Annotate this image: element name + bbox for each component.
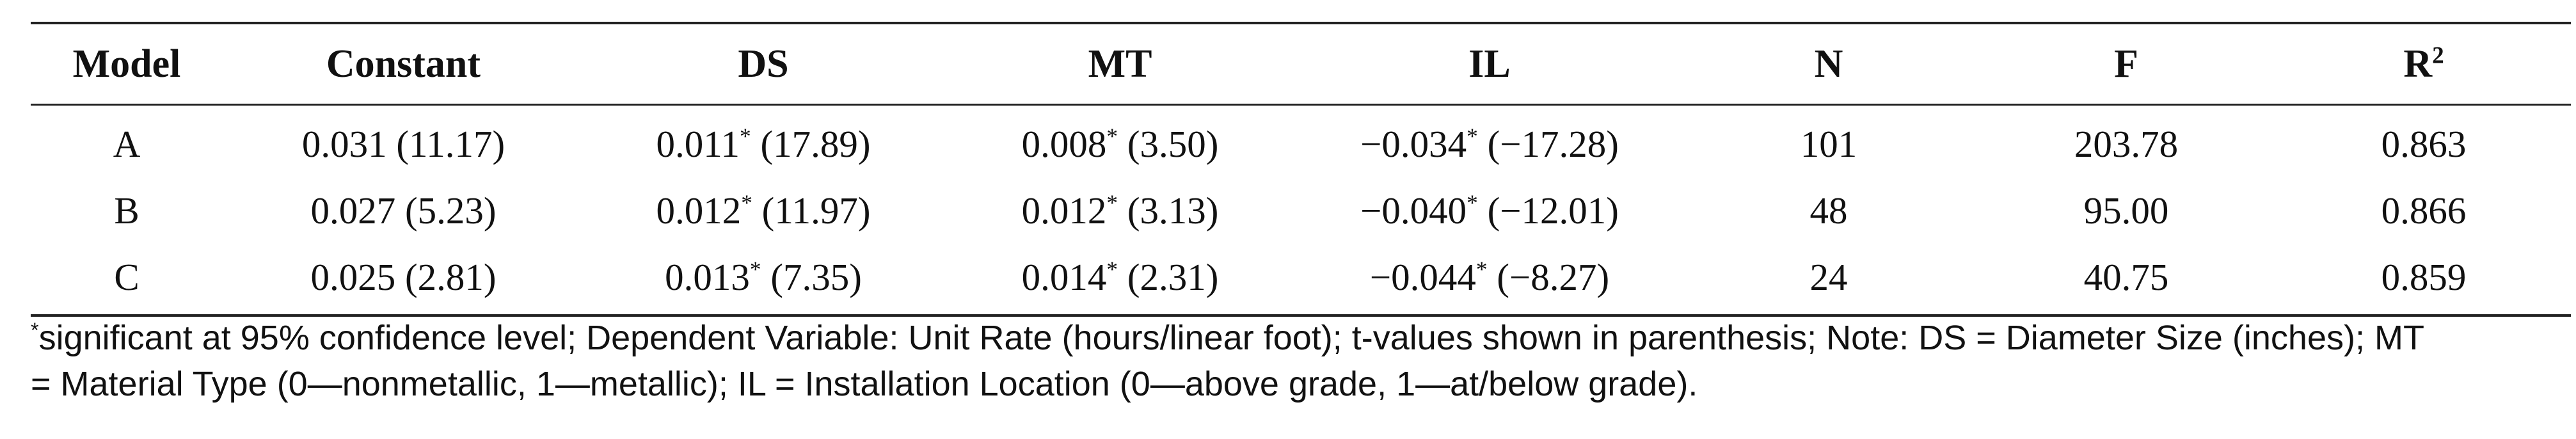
il-tvalue: (−12.01) (1477, 189, 1619, 232)
cell-r2: 0.859 (2381, 255, 2467, 298)
cell-ds: 0.011* (17.89) (584, 105, 942, 178)
cell-constant: 0.031 (11.17) (301, 122, 505, 165)
cell-model: C (114, 255, 139, 298)
mt-tvalue: (3.13) (1118, 189, 1219, 232)
mt-sig-marker: * (1106, 189, 1118, 215)
cell-mt: 0.008* (3.50) (942, 105, 1298, 178)
cell-f: 203.78 (2074, 122, 2179, 165)
ds-sig-marker: * (741, 189, 752, 215)
header-constant: Constant (326, 42, 481, 86)
mt-coef: 0.012 (1021, 189, 1107, 232)
header-r2-sup: 2 (2432, 42, 2444, 68)
cell-n: 24 (1809, 255, 1848, 298)
cell-constant: 0.027 (5.23) (310, 189, 497, 232)
header-model: Model (72, 42, 181, 86)
il-sig-marker: * (1467, 189, 1478, 215)
ds-sig-marker: * (740, 122, 751, 148)
ds-tvalue: (11.97) (752, 189, 871, 232)
cell-il: −0.044* (−8.27) (1298, 244, 1682, 315)
cell-ds: 0.013* (7.35) (584, 244, 942, 315)
cell-f: 40.75 (2083, 255, 2169, 298)
mt-sig-marker: * (1106, 255, 1118, 282)
il-coef: −0.034 (1360, 122, 1467, 165)
ds-coef: 0.011 (656, 122, 740, 165)
mt-sig-marker: * (1106, 122, 1118, 148)
il-sig-marker: * (1475, 255, 1488, 282)
il-tvalue: (−8.27) (1487, 255, 1610, 298)
il-coef: −0.044 (1369, 255, 1476, 298)
cell-f: 95.00 (2083, 189, 2169, 232)
header-mt: MT (1088, 42, 1152, 86)
ds-coef: 0.012 (656, 189, 742, 232)
ds-sig-marker: * (749, 255, 761, 282)
header-il: IL (1468, 42, 1511, 86)
ds-tvalue: (7.35) (761, 255, 862, 298)
header-n: N (1814, 42, 1843, 86)
mt-tvalue: (3.50) (1118, 122, 1219, 165)
cell-n: 48 (1809, 189, 1848, 232)
ds-coef: 0.013 (665, 255, 750, 298)
table-row: A 0.031 (11.17) 0.011* (17.89) 0.008* (3… (31, 105, 2571, 178)
mt-coef: 0.008 (1021, 122, 1107, 165)
cell-n: 101 (1800, 122, 1857, 165)
header-r2: R2 (2277, 23, 2571, 105)
mt-tvalue: (2.31) (1118, 255, 1219, 298)
cell-il: −0.034* (−17.28) (1298, 105, 1682, 178)
footnote-line: = Material Type (0—nonmetallic, 1—metall… (31, 365, 1698, 403)
footnote-text-1: significant at 95% confidence level; Dep… (38, 319, 2424, 357)
il-coef: −0.040 (1360, 189, 1467, 232)
header-ds: DS (738, 42, 789, 86)
table-row: C 0.025 (2.81) 0.013* (7.35) 0.014* (2.3… (31, 244, 2571, 315)
footnote-line: *significant at 95% confidence level; De… (31, 315, 2564, 361)
cell-mt: 0.014* (2.31) (942, 244, 1298, 315)
cell-mt: 0.012* (3.13) (942, 177, 1298, 244)
header-row: Model Constant DS MT IL N F R2 (31, 23, 2571, 105)
regression-table: Model Constant DS MT IL N F R2 A 0.031 (… (31, 22, 2571, 317)
table-footnote: *significant at 95% confidence level; De… (31, 315, 2564, 407)
cell-il: −0.040* (−12.01) (1298, 177, 1682, 244)
footnote-marker: * (31, 319, 39, 342)
cell-r2: 0.863 (2381, 122, 2467, 165)
cell-ds: 0.012* (11.97) (584, 177, 942, 244)
table-row: B 0.027 (5.23) 0.012* (11.97) 0.012* (3.… (31, 177, 2571, 244)
cell-constant: 0.025 (2.81) (310, 255, 497, 298)
cell-model: B (114, 189, 139, 232)
il-sig-marker: * (1467, 122, 1478, 148)
il-tvalue: (−17.28) (1477, 122, 1619, 165)
cell-r2: 0.866 (2381, 189, 2467, 232)
header-r2-base: R (2403, 42, 2433, 86)
cell-model: A (113, 122, 141, 165)
header-f: F (2114, 42, 2138, 86)
mt-coef: 0.014 (1021, 255, 1107, 298)
ds-tvalue: (17.89) (751, 122, 871, 165)
